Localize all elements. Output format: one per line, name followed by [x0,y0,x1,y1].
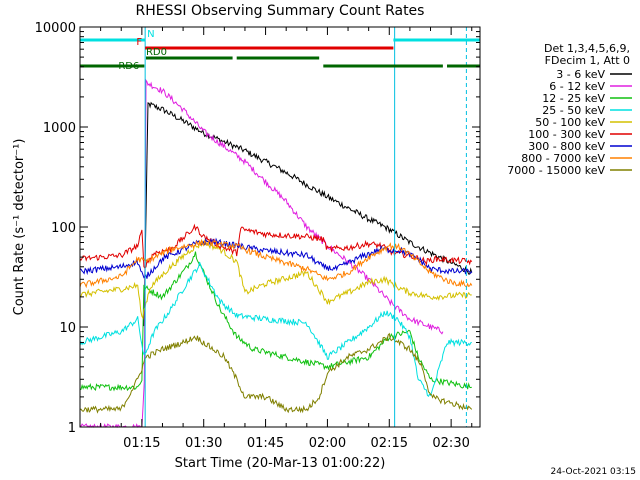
plot-series [79,78,473,429]
series-line-0 [143,101,473,327]
x-tick-label: 01:45 [247,436,284,451]
legend-label: 300 - 800 keV [528,140,605,153]
y-axis: 1 10 100 1000 10000 [35,21,480,436]
x-tick-label: 02:00 [309,436,346,451]
y-axis-label: Count Rate (s⁻¹ detector⁻¹) [12,139,27,316]
x-tick-label: 02:15 [371,436,408,451]
legend-label: 50 - 100 keV [535,116,605,129]
x-axis-label: Start Time (20-Mar-13 01:00:22) [175,456,386,471]
x-tick-label: 01:30 [185,436,222,451]
legend-label: 7000 - 15000 keV [507,164,605,177]
legend-label: 25 - 50 keV [542,104,605,117]
x-axis: 01:15 01:30 01:45 02:00 02:15 02:30 [100,27,473,451]
plot-markers [144,27,467,427]
status-bar-label-1: F [136,37,142,48]
y-tick-label: 1 [68,421,76,436]
legend-header: FDecim 1, Att 0 [545,54,630,67]
legend-label: 6 - 12 keV [549,80,605,93]
y-tick-label: 100 [51,221,76,236]
y-tick-label: 1000 [43,121,76,136]
legend: Det 1,3,4,5,6,9,FDecim 1, Att 03 - 6 keV… [507,42,632,177]
series-line-1 [79,78,444,429]
status-bar-label-0: N [147,29,154,40]
series-line-8 [79,332,473,414]
status-bars: NF RD0 RD6 [80,29,480,72]
legend-label: 3 - 6 keV [556,68,605,81]
y-tick-label: 10000 [35,21,76,36]
x-tick-label: 01:15 [123,436,160,451]
x-tick-label: 02:30 [432,436,469,451]
legend-header: Det 1,3,4,5,6,9, [544,42,630,55]
y-tick-label: 10 [59,321,76,336]
legend-label: 12 - 25 keV [542,92,605,105]
legend-label: 100 - 300 keV [528,128,605,141]
plot-frame [79,26,481,428]
footer-date: 24-Oct-2021 03:15 [551,467,636,477]
status-bar-label-3: RD6 [118,61,139,72]
chart-title: RHESSI Observing Summary Count Rates [136,3,425,19]
status-bar-label-2: RD0 [146,47,167,58]
legend-label: 800 - 7000 keV [521,152,605,165]
